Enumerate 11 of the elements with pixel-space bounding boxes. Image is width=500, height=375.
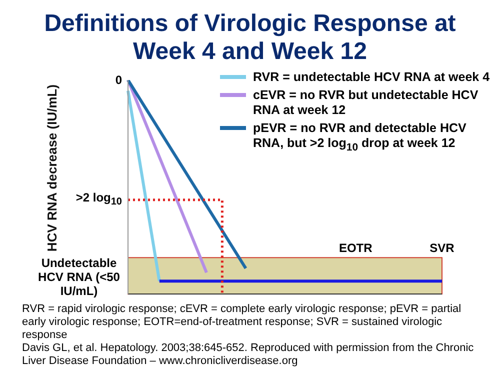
legend-label: pEVR = no RVR and detectable HCV RNA, but >2 log$_{10}$ drop at week 12 <box>253 121 466 154</box>
text: Davis GL, et al. Hepatology. 2003;38:645-652. Reproduced with permission from the Chronic Liver Disease Foundation – www.chronicliverdisease.org <box>22 342 474 367</box>
legend-label: RVR = undetectable HCV RNA at week 4 <box>253 70 490 84</box>
text: HCV RNA decrease (IU/mL) <box>44 84 60 252</box>
text: >2 log$_{10}$ <box>76 190 122 208</box>
text: RVR = rapid virologic response; cEVR = complete early virologic response; pEVR = partial early virologic response; EOTR=end-of-treatment response; SVR = sustained virologic response <box>22 303 462 341</box>
text: 0 <box>115 73 122 87</box>
text: Undetectable HCV RNA (<50 IU/mL) <box>38 256 120 298</box>
x-tick-label: SVR <box>430 241 455 255</box>
x-tick-label: EOTR <box>338 241 373 255</box>
chart-title: Definitions of Virologic Response at Week 4 and Week 12 <box>44 10 456 65</box>
